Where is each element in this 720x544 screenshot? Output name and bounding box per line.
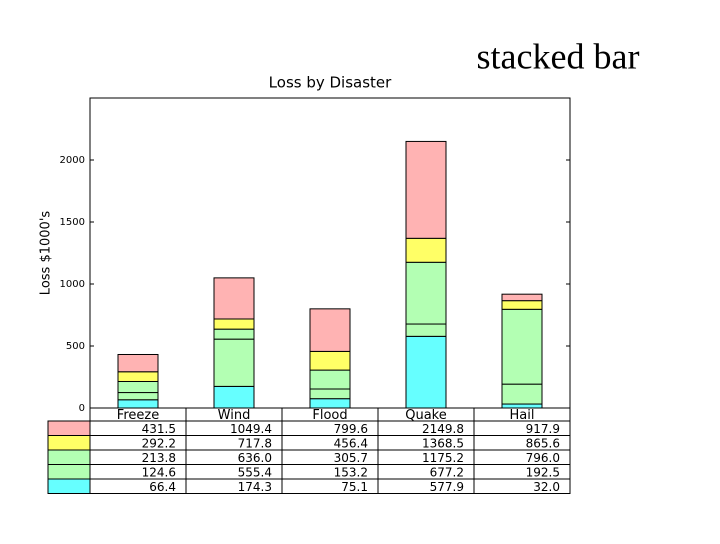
cell-text: 75.1 [341, 480, 368, 494]
cell-text: 2149.8 [422, 422, 464, 436]
cell-text: 32.0 [533, 480, 560, 494]
bar-segment [405, 323, 447, 337]
column-label: Flood [312, 408, 347, 423]
bar-segment [117, 353, 159, 373]
cell-text: 213.8 [142, 451, 176, 465]
cell-text: 66.4 [149, 480, 176, 494]
cell-text: 717.8 [238, 436, 272, 450]
cell-text: 1368.5 [422, 436, 464, 450]
row-label-cell [47, 420, 91, 436]
column-label: Wind [218, 408, 251, 423]
bar-segment [213, 318, 255, 330]
table-cell [473, 478, 571, 494]
cell-text: 636.0 [238, 451, 272, 465]
y-tick-label: 2000 [60, 155, 85, 166]
bar-segment [117, 371, 159, 382]
bar-segment [501, 300, 543, 310]
cell-text: 305.7 [334, 451, 368, 465]
bar-segment [309, 388, 351, 400]
row-label-cell [47, 449, 91, 465]
bar-segment [309, 398, 351, 409]
row-label-cell [47, 464, 91, 480]
bar-segment [405, 335, 447, 409]
column-label: Freeze [117, 408, 159, 423]
column-label: Quake [405, 408, 447, 423]
column-label: Hail [510, 408, 535, 423]
cell-text: 292.2 [142, 436, 176, 450]
y-tick-label: 500 [66, 341, 85, 352]
cell-text: 799.6 [334, 422, 368, 436]
cell-text: 192.5 [526, 465, 560, 479]
bar-segment [213, 338, 255, 387]
cell-text: 796.0 [526, 451, 560, 465]
bar-segment [213, 328, 255, 340]
cell-text: 1049.4 [230, 422, 272, 436]
bar-segment [501, 383, 543, 405]
y-tick-label: 1500 [60, 217, 85, 228]
y-axis-label: Loss $1000's [39, 211, 54, 296]
bar-segment [213, 385, 255, 409]
y-tick-label: 0 [79, 403, 85, 414]
cell-text: 577.9 [430, 480, 464, 494]
cell-text: 456.4 [334, 436, 368, 450]
bar-segment [117, 380, 159, 394]
cell-text: 1175.2 [422, 451, 464, 465]
bar-segment [309, 350, 351, 371]
row-label-cell [47, 435, 91, 451]
cell-text: 174.3 [238, 480, 272, 494]
chart-title: Loss by Disaster [269, 74, 392, 92]
cell-text: 431.5 [142, 422, 176, 436]
row-label-cell [47, 478, 91, 494]
cell-text: 917.9 [526, 422, 560, 436]
cell-text: 555.4 [238, 465, 272, 479]
bar-segment [501, 293, 543, 302]
cell-text: 677.2 [430, 465, 464, 479]
cell-text: 865.6 [526, 436, 560, 450]
bar-segment [309, 308, 351, 352]
y-tick-label: 1000 [60, 279, 85, 290]
bar-segment [117, 399, 159, 409]
bar-segment [405, 140, 447, 239]
slide-title: stacked bar [477, 36, 640, 76]
bar-segment [405, 237, 447, 263]
bar-segment [117, 392, 159, 401]
bar-segment [405, 261, 447, 325]
bar-segment [309, 369, 351, 390]
bar-segment [501, 308, 543, 385]
bar-segment [213, 277, 255, 320]
cell-text: 124.6 [142, 465, 176, 479]
cell-text: 153.2 [334, 465, 368, 479]
